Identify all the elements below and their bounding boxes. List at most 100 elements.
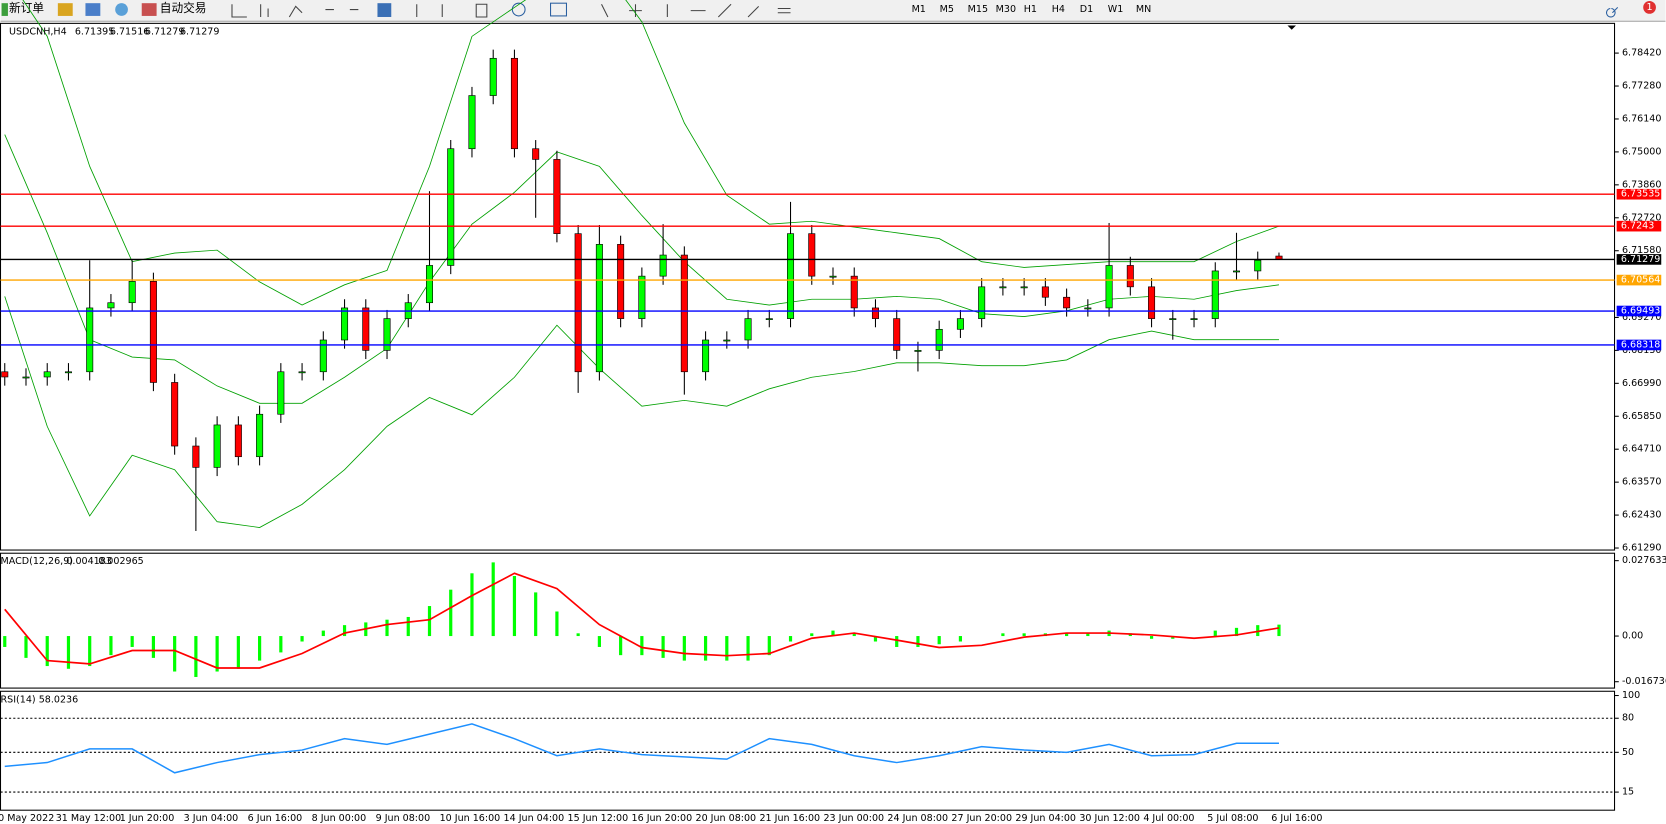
candle-body — [1254, 259, 1262, 272]
time-label: 9 Jun 08:00 — [376, 813, 431, 824]
macd-bar — [767, 636, 771, 656]
timeframe-button[interactable]: H4 — [1052, 4, 1065, 15]
macd-bar — [300, 636, 304, 642]
price-level-tag — [1616, 274, 1662, 286]
candle-body — [914, 350, 922, 352]
macd-bar — [788, 636, 793, 642]
time-label: 1 Jun 20:00 — [120, 813, 175, 824]
icon — [1, 3, 8, 16]
timeframe-button[interactable]: M15 — [968, 4, 988, 15]
candle-body — [277, 371, 285, 415]
candle-body — [1041, 286, 1049, 298]
y-tick-label: 80 — [1622, 713, 1634, 724]
macd-bar — [873, 636, 878, 642]
candle-body — [787, 233, 795, 319]
macd-bar — [512, 576, 517, 637]
time-label: 30 May 2022 — [0, 813, 54, 824]
auto-trading-button[interactable]: 自动交易 — [160, 1, 207, 15]
y-tick-label: 6.63570 — [1622, 477, 1661, 488]
candle-body — [22, 376, 30, 379]
time-label: 14 Jun 04:00 — [504, 813, 565, 824]
timeframe-button[interactable]: M5 — [940, 4, 954, 15]
macd-bar — [640, 636, 644, 656]
macd-bar — [852, 633, 856, 637]
macd-bar — [427, 606, 432, 637]
timeframe-button[interactable]: M30 — [996, 4, 1016, 15]
price-level-label: 6.71279 — [1621, 254, 1660, 265]
candle-body — [1084, 307, 1092, 310]
price-level-tag — [1616, 220, 1662, 232]
macd-bar — [1149, 636, 1154, 639]
y-tick-label: 6.61290 — [1622, 543, 1661, 554]
time-label: 27 Jun 20:00 — [951, 813, 1012, 824]
candle-body — [489, 57, 497, 96]
timeframe-button[interactable]: M1 — [912, 4, 926, 15]
y-tick-label: 6.64710 — [1622, 444, 1661, 455]
candle-body — [1211, 270, 1219, 319]
new-order-button[interactable]: 新订单 — [9, 1, 44, 15]
time-label: 20 Jun 08:00 — [695, 813, 756, 824]
y-tick-label: 6.62430 — [1622, 510, 1661, 521]
time-label: 23 Jun 00:00 — [823, 813, 884, 824]
candle-body — [808, 233, 816, 277]
candle-body — [617, 244, 625, 319]
header-close: 6.71279 — [180, 26, 219, 37]
macd-bar — [1234, 627, 1239, 637]
icon — [377, 3, 392, 17]
candle-body — [893, 318, 901, 351]
candle-body — [850, 275, 858, 309]
price-level-label: 6.68318 — [1621, 339, 1660, 350]
macd-bar — [3, 636, 7, 647]
macd-bar — [236, 636, 240, 669]
macd-bar — [24, 636, 28, 658]
candle-body — [1190, 318, 1198, 320]
macd-bar — [88, 636, 92, 667]
macd-bar — [342, 625, 347, 637]
candle-body — [871, 307, 879, 319]
timeframe-button[interactable]: W1 — [1108, 4, 1124, 15]
candle-body — [1, 371, 9, 378]
macd-bar — [555, 611, 559, 637]
macd-bar — [831, 630, 835, 637]
price-level-tag — [1616, 188, 1662, 200]
macd-bar — [916, 636, 920, 647]
candle-body — [1233, 270, 1241, 273]
candle-body — [1105, 265, 1113, 309]
macd-bar — [661, 636, 665, 658]
header-high: 6.71516 — [110, 26, 149, 37]
notification-badge[interactable] — [1643, 1, 1656, 14]
icon — [85, 3, 101, 16]
candle-body — [256, 413, 264, 458]
price-level-label: 6.69493 — [1621, 306, 1660, 317]
candle-body — [1126, 265, 1134, 288]
macd-bar — [576, 633, 580, 637]
y-tick-label: 6.75000 — [1622, 146, 1661, 157]
y-tick-label: 6.73860 — [1622, 179, 1661, 190]
candle-body — [638, 275, 646, 319]
header-open: 6.71395 — [75, 26, 114, 37]
macd-bar — [194, 636, 198, 677]
time-label: 6 Jun 16:00 — [248, 813, 303, 824]
timeframe-button[interactable]: D1 — [1080, 4, 1093, 15]
timeframe-button[interactable]: H1 — [1024, 4, 1037, 15]
y-tick-label: 50 — [1622, 747, 1634, 758]
rsi-pane — [0, 690, 1616, 811]
y-tick-label: 6.65850 — [1622, 411, 1661, 422]
y-tick-label: 100 — [1622, 690, 1640, 701]
macd-bar — [109, 636, 113, 656]
candle-body — [86, 307, 94, 373]
time-label: 3 Jun 04:00 — [184, 813, 239, 824]
candle-body — [999, 286, 1007, 289]
candle-body — [468, 95, 476, 150]
time-label: 8 Jun 00:00 — [312, 813, 367, 824]
macd-bar — [1213, 630, 1217, 637]
candle-body — [1063, 296, 1071, 309]
icon — [511, 2, 526, 17]
timeframe-button[interactable]: MN — [1136, 4, 1151, 15]
icon — [550, 2, 568, 17]
macd-bar — [1277, 624, 1281, 637]
candle-body — [43, 371, 51, 378]
y-tick-label: 6.77280 — [1622, 81, 1661, 92]
candle-body — [510, 57, 518, 150]
candle-body — [213, 424, 221, 468]
